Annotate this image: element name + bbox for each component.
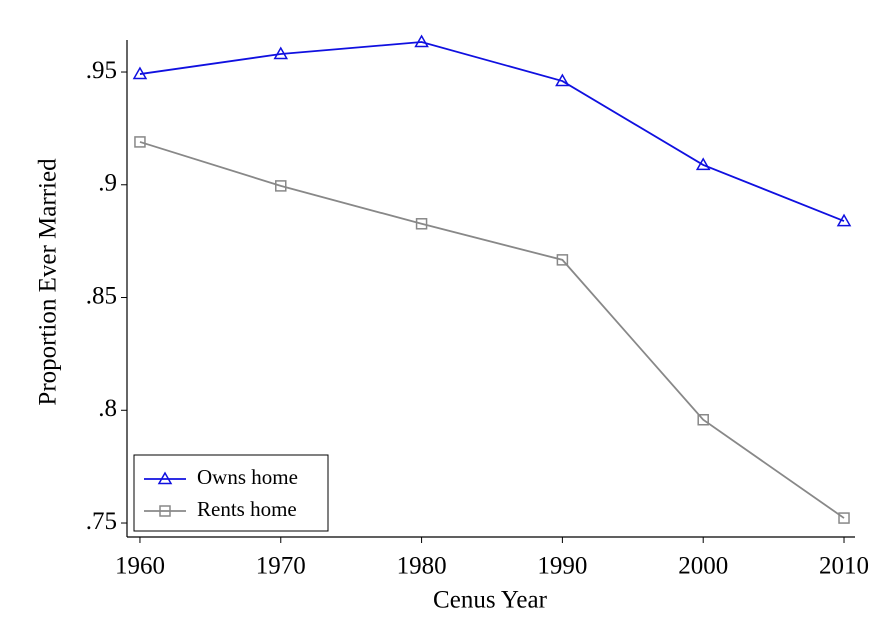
marker (275, 180, 287, 192)
x-tick-label: 1960 (115, 553, 165, 580)
y-tick-label: .9 (98, 170, 117, 197)
marker (556, 254, 569, 266)
series-line (139, 141, 845, 519)
marker (695, 157, 711, 171)
y-axis-label: Proportion Ever Married (35, 158, 62, 406)
x-tick-label: 2000 (678, 553, 728, 580)
marker (697, 413, 709, 426)
marker (414, 34, 429, 48)
marker (555, 73, 570, 87)
series-line (139, 41, 845, 222)
y-tick-label: .75 (86, 508, 117, 535)
marker (415, 218, 428, 230)
y-tick-label: .8 (98, 395, 117, 422)
y-tick-label: .85 (86, 282, 117, 309)
marker (132, 66, 148, 80)
legend-label: Rents home (197, 497, 297, 521)
legend-box (133, 454, 329, 532)
marker (838, 512, 850, 524)
x-tick-label: 2010 (819, 553, 869, 580)
x-tick-label: 1970 (256, 553, 306, 580)
x-axis-label: Cenus Year (433, 587, 548, 614)
marker (836, 213, 852, 227)
marker (134, 136, 146, 148)
x-tick-label: 1990 (537, 553, 587, 580)
legend-label: Owns home (197, 465, 298, 489)
marker (273, 46, 289, 60)
marker (159, 505, 171, 517)
x-tick-label: 1980 (397, 553, 447, 580)
y-tick-label: .95 (86, 57, 117, 84)
marker (157, 471, 173, 485)
